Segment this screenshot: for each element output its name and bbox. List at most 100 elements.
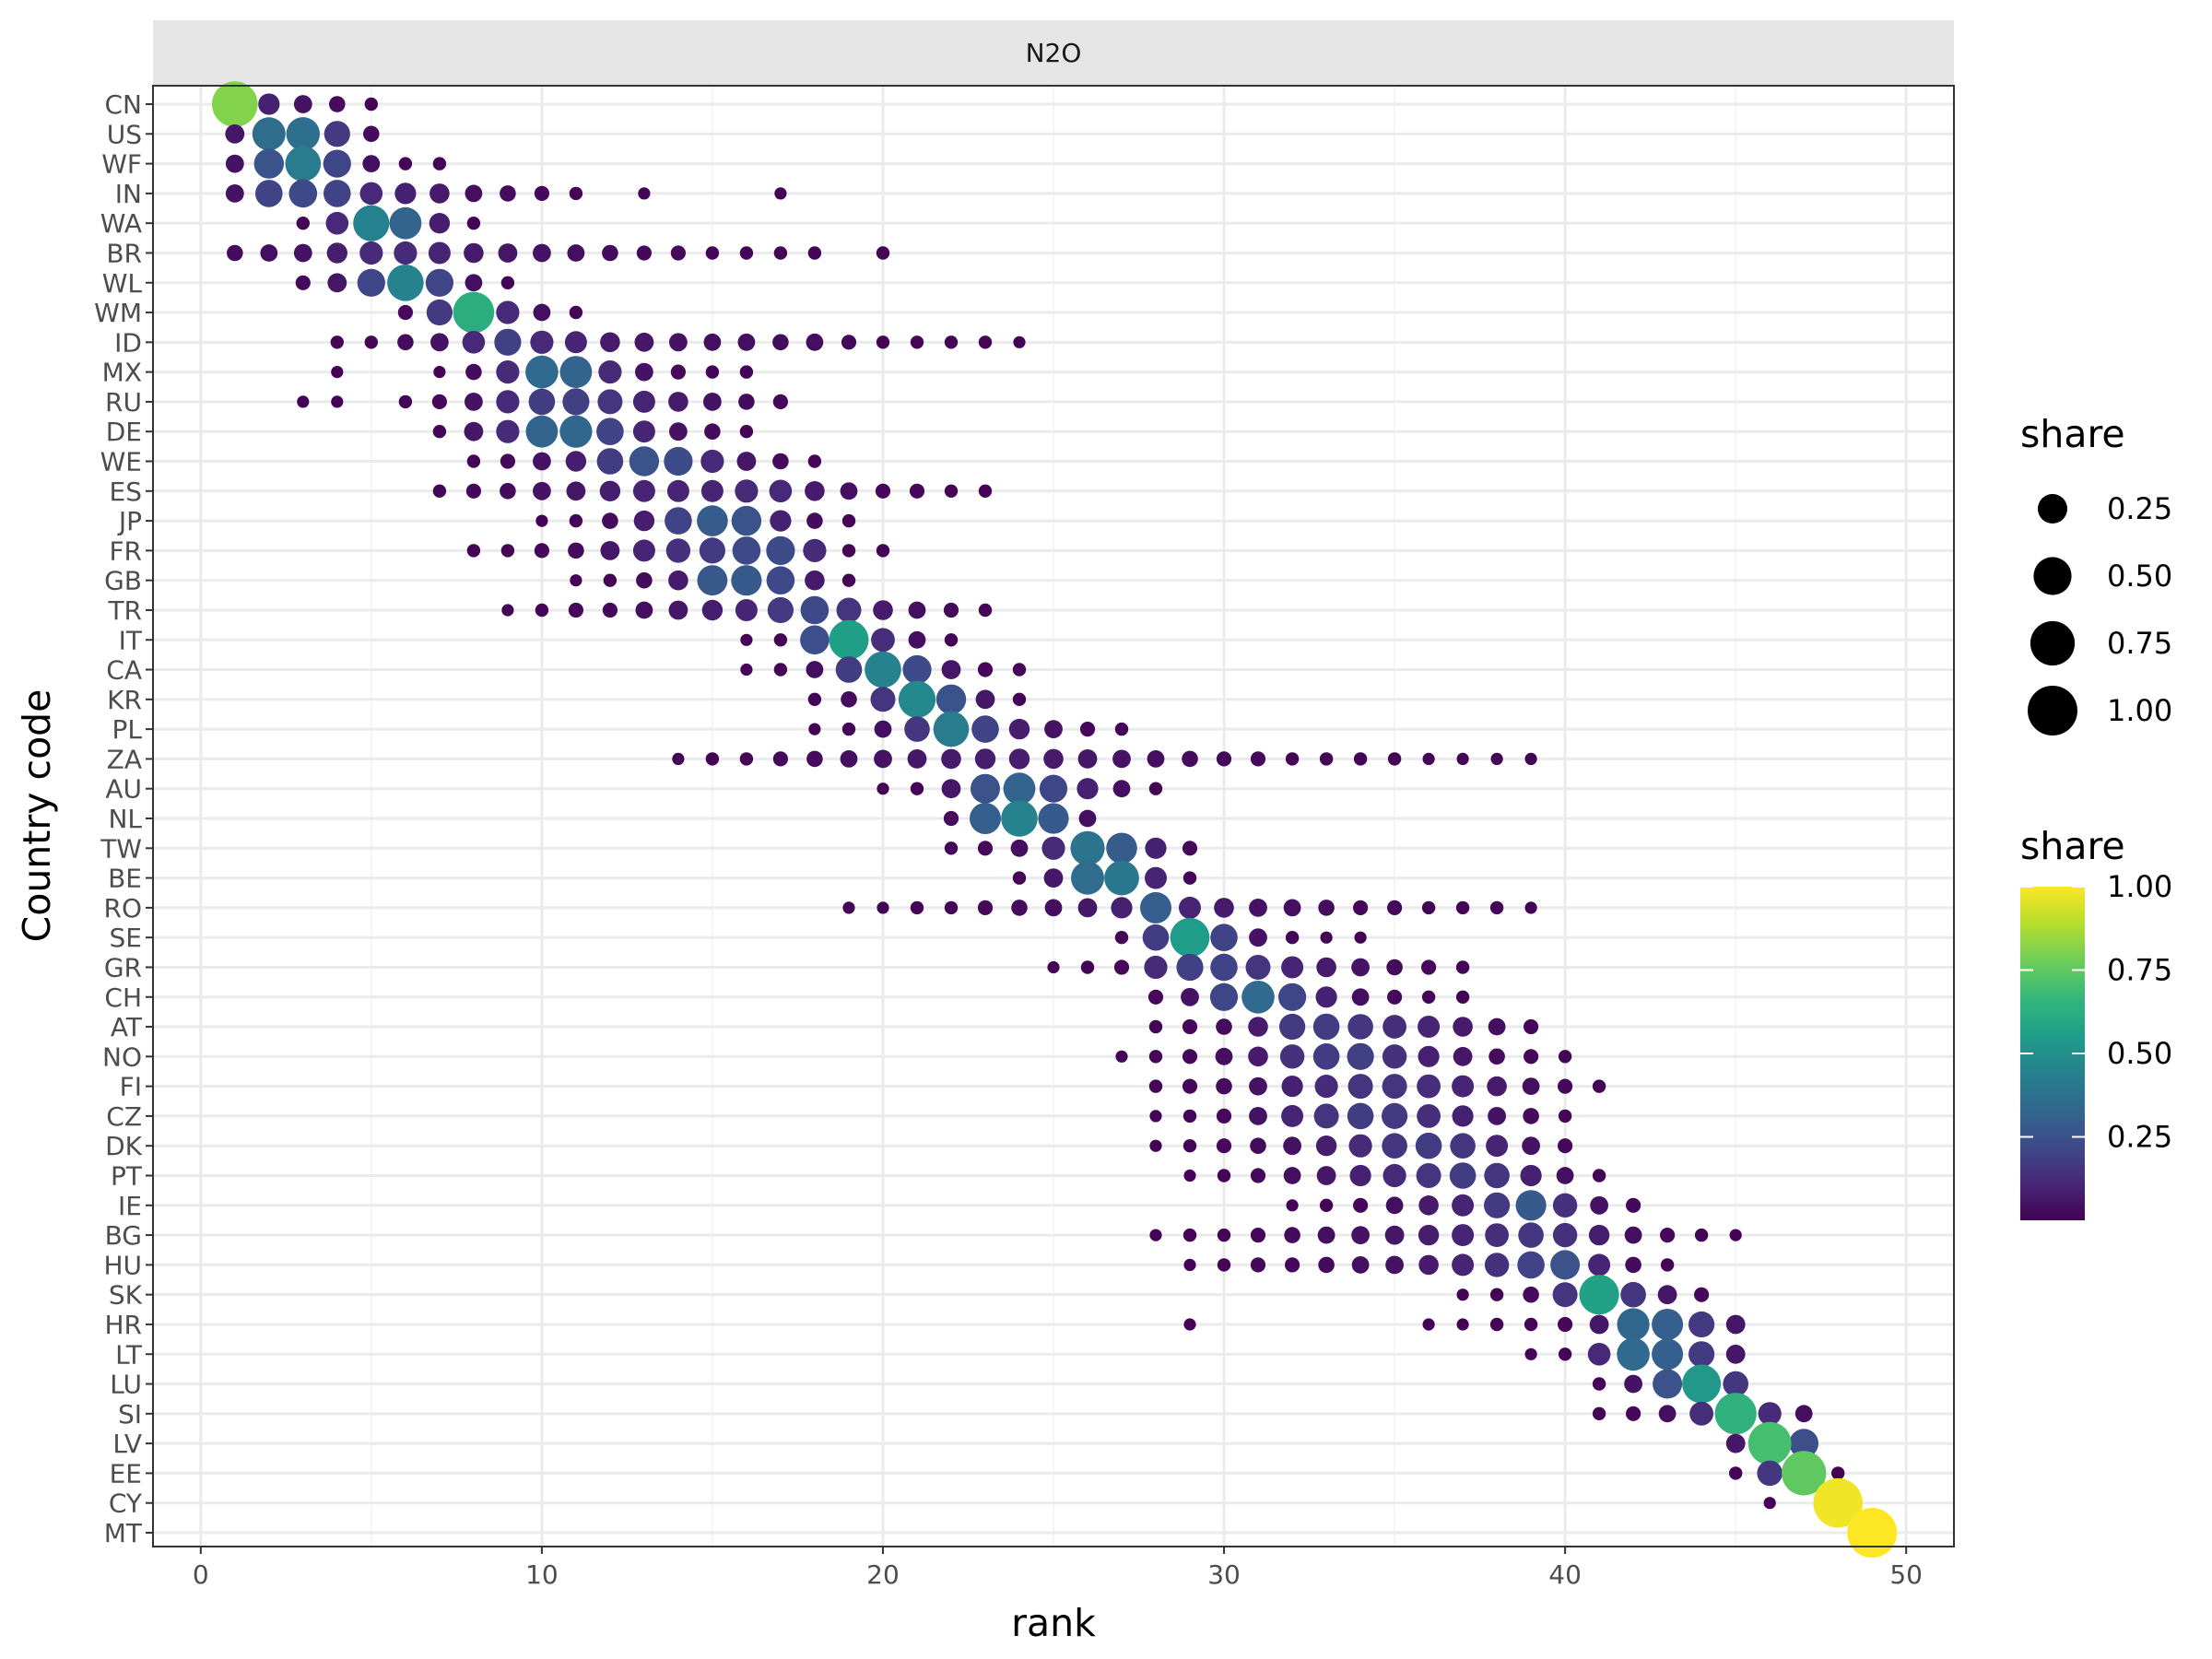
data-point-at [1524, 1018, 1539, 1035]
data-point-ch [1387, 989, 1403, 1005]
data-point-jp [806, 512, 823, 529]
data-point-za [772, 751, 789, 767]
data-point-id [876, 335, 890, 349]
y-tick-label: WA [100, 208, 142, 239]
data-point-it [773, 633, 788, 647]
data-point-ro [1249, 899, 1267, 917]
data-point-cz [1249, 1107, 1267, 1125]
data-point-ro [1421, 900, 1436, 915]
data-point-no [1182, 1049, 1198, 1065]
y-tick-label: PL [112, 714, 143, 745]
data-point-ee [1782, 1451, 1827, 1496]
data-point-ro [1524, 901, 1537, 914]
data-point-ie [1590, 1195, 1608, 1215]
data-point-id [978, 335, 993, 349]
data-point-be [1071, 861, 1104, 895]
data-point-bg [1182, 1228, 1197, 1242]
data-point-ee [1757, 1460, 1783, 1487]
data-point-br [498, 243, 518, 263]
data-point-ca [902, 654, 932, 685]
data-point-us [252, 117, 286, 151]
size-legend-keys: 0.25 0.50 0.75 1.00 [2028, 491, 2172, 735]
data-point-za [1490, 752, 1503, 766]
x-axis: 0 10 20 30 40 50 [193, 1547, 1923, 1590]
data-point-hr [1456, 1318, 1469, 1331]
x-axis-title: rank [1011, 1601, 1096, 1645]
data-point-gr [1245, 955, 1271, 980]
data-point-fr [665, 538, 691, 563]
data-point-cz [1452, 1105, 1474, 1127]
data-point-au [910, 782, 924, 795]
data-point-no [1382, 1044, 1407, 1069]
data-point-pl [904, 716, 930, 742]
grid-lines [153, 86, 1954, 1547]
y-tick-label: BR [106, 238, 142, 268]
y-tick-label: SI [118, 1399, 142, 1430]
data-point-fr [568, 542, 584, 559]
y-tick-label: CN [105, 89, 143, 120]
data-point-ro [1140, 891, 1171, 924]
data-point-no [1312, 1043, 1340, 1070]
data-point-hr [1589, 1314, 1609, 1335]
data-point-nl [943, 810, 959, 827]
data-point-es [599, 480, 621, 501]
data-point-wf [253, 148, 284, 179]
data-point-ro [1283, 899, 1301, 917]
data-point-ro [1318, 900, 1335, 916]
data-point-mx [496, 360, 520, 384]
data-point-fi [1592, 1079, 1606, 1093]
data-point-ca [835, 656, 863, 683]
data-point-fr [500, 544, 515, 558]
x-tick-label: 20 [866, 1559, 900, 1590]
data-point-es [944, 484, 959, 498]
data-point-sk [1523, 1286, 1539, 1303]
data-point-id [910, 335, 924, 349]
size-legend-key [2038, 494, 2067, 524]
data-point-ro [1455, 900, 1470, 915]
data-point-lu [1592, 1377, 1606, 1391]
data-point-se [1114, 931, 1129, 945]
data-point-lt [1688, 1341, 1715, 1368]
data-point-za [974, 748, 996, 770]
data-point-hr [1688, 1311, 1715, 1338]
data-point-tw [1182, 841, 1198, 856]
data-point-we [565, 451, 587, 472]
data-point-de [559, 415, 593, 448]
data-point-us [225, 124, 245, 144]
data-point-pl [874, 720, 892, 738]
data-point-fi [1182, 1078, 1198, 1094]
data-point-in [500, 185, 516, 202]
data-point-us [286, 117, 320, 151]
data-point-au [877, 782, 889, 795]
y-tick-label: WM [94, 298, 142, 328]
data-point-it [829, 619, 869, 660]
data-point-br [326, 242, 347, 264]
y-tick-label: GR [104, 952, 142, 982]
data-point-za [874, 749, 892, 769]
data-point-no [1215, 1047, 1233, 1065]
y-tick-label: CY [109, 1488, 143, 1519]
data-point-cz [1382, 1102, 1408, 1129]
data-point-mx [331, 366, 344, 379]
y-tick-label: CZ [106, 1101, 142, 1132]
data-point-hu [1183, 1258, 1196, 1271]
y-tick-label: DK [105, 1131, 143, 1161]
data-point-it [944, 633, 959, 647]
data-point-wl [387, 265, 424, 301]
data-point-bg [1384, 1225, 1405, 1245]
data-point-ch [1209, 982, 1239, 1011]
data-point-cn [364, 97, 378, 112]
data-point-cz [1281, 1104, 1304, 1127]
data-point-hu [1660, 1258, 1675, 1272]
data-point-za [1077, 749, 1098, 769]
data-point-ie [1353, 1197, 1369, 1213]
data-point-pl [1114, 722, 1129, 736]
data-point-bg [1588, 1224, 1610, 1246]
data-point-ro [1077, 898, 1098, 918]
data-point-we [736, 452, 757, 471]
data-point-wl [357, 268, 385, 297]
data-point-tr [943, 602, 959, 618]
data-point-pl [841, 722, 856, 736]
data-point-pl [1044, 720, 1063, 738]
data-point-es [566, 481, 586, 501]
